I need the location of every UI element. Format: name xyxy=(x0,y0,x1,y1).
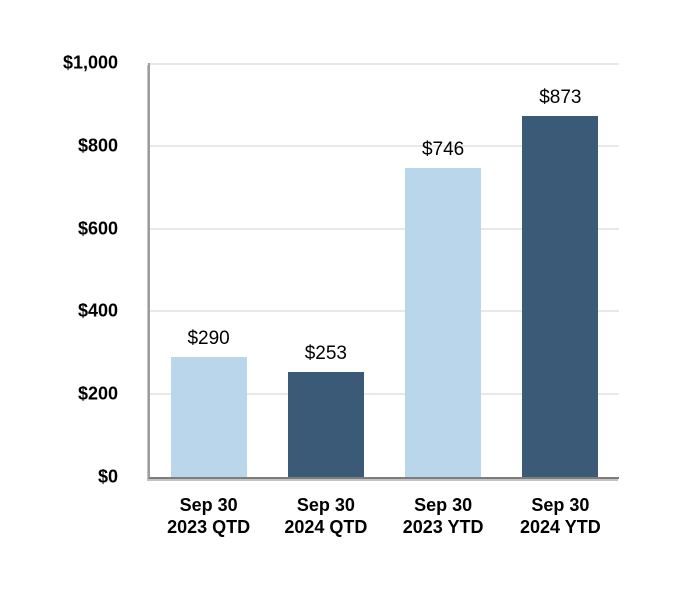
y-axis-tick-label: $1,000 xyxy=(62,52,118,73)
y-axis: $0 $200 $400 $600 $800 $1,000 xyxy=(0,53,118,487)
bar-1 xyxy=(170,356,247,477)
bar-value-label: $746 xyxy=(421,139,465,161)
bar-value-label: $253 xyxy=(304,343,348,365)
x-axis: Sep 30 2023 QTD Sep 30 2024 QTD Sep 30 2023 Y… xyxy=(0,494,680,554)
bar-value-label: $290 xyxy=(187,327,230,349)
bar-4 xyxy=(522,115,599,477)
plot-area: $290 $253 $746 $873 xyxy=(148,63,619,479)
bar-value-label: $873 xyxy=(539,86,582,108)
gridline xyxy=(150,393,619,396)
y-axis-tick-label: $200 xyxy=(77,383,118,404)
x-axis-category-label: Sep 30 2023 QTD xyxy=(167,495,251,537)
gridline xyxy=(150,144,619,147)
bar-3 xyxy=(405,168,482,477)
x-axis-category-label: Sep 30 2024 YTD xyxy=(520,495,601,537)
y-axis-tick-label: $400 xyxy=(77,300,118,321)
x-axis-category-label: Sep 30 2023 YTD xyxy=(402,495,484,537)
y-axis-tick-label: $0 xyxy=(97,466,118,487)
gridline xyxy=(150,310,619,313)
bar-2 xyxy=(287,372,364,477)
x-axis-category-label: Sep 30 2024 QTD xyxy=(284,495,368,537)
gridline xyxy=(150,63,619,65)
y-axis-tick-label: $600 xyxy=(77,218,118,239)
gridline xyxy=(150,227,619,230)
y-axis-tick-label: $800 xyxy=(77,135,118,156)
